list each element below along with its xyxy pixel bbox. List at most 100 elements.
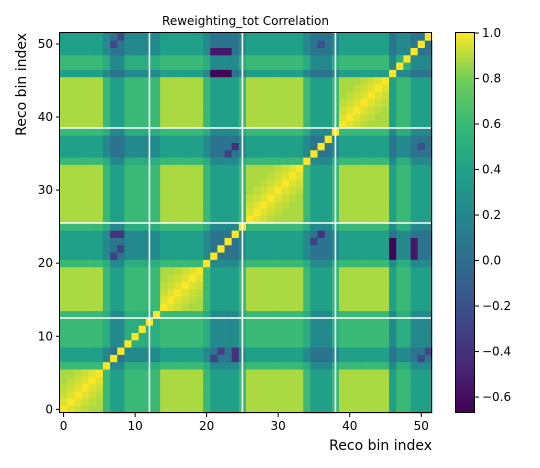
heatmap-cell (153, 347, 161, 355)
heatmap-cell (367, 230, 376, 238)
heatmap-cell (410, 120, 419, 129)
heatmap-cell (274, 142, 283, 151)
heatmap-cell (360, 128, 368, 136)
heatmap-cell (339, 237, 347, 246)
heatmap-cell (210, 135, 218, 143)
heatmap-cell (74, 266, 82, 275)
heatmap-cell (424, 259, 433, 268)
heatmap-cell (160, 281, 168, 290)
heatmap-cell (174, 186, 182, 195)
heatmap-cell (310, 47, 318, 56)
heatmap-cell (160, 318, 168, 326)
heatmap-cell (410, 54, 419, 63)
heatmap-cell (296, 376, 304, 385)
heatmap-cell (296, 179, 304, 187)
heatmap-cell (281, 193, 290, 202)
heatmap-cell (110, 128, 118, 136)
heatmap-cell (60, 84, 68, 92)
heatmap-cell (131, 40, 140, 48)
heatmap-cell (188, 325, 197, 333)
heatmap-cell (403, 274, 411, 282)
heatmap-cell (210, 91, 218, 100)
heatmap-cell (339, 142, 347, 151)
heatmap-cell (288, 69, 297, 78)
heatmap-cell (188, 354, 197, 363)
heatmap-cell (81, 84, 89, 92)
heatmap-cell (88, 244, 97, 253)
heatmap-cell (403, 215, 411, 224)
heatmap-cell (253, 303, 261, 312)
heatmap-cell (267, 91, 275, 100)
heatmap-cell (102, 76, 111, 85)
x-tick-label: 40 (342, 419, 357, 433)
heatmap-cell (131, 318, 140, 326)
heatmap-cell (195, 186, 204, 195)
heatmap-cell (389, 171, 397, 180)
heatmap-cell (360, 361, 368, 370)
heatmap-cell (203, 208, 211, 217)
heatmap-cell (253, 252, 261, 260)
heatmap-cell (367, 106, 376, 114)
heatmap-cell (324, 91, 333, 100)
heatmap-cell (303, 179, 311, 187)
heatmap-cell (167, 113, 175, 122)
heatmap-cell (288, 157, 297, 165)
heatmap-cell (231, 339, 240, 348)
heatmap-cell (195, 33, 204, 41)
heatmap-cell (288, 113, 297, 122)
heatmap-cell (67, 361, 75, 370)
heatmap-cell (346, 303, 354, 312)
heatmap-cell (253, 142, 261, 151)
heatmap-cell (167, 208, 175, 217)
heatmap-cell (153, 149, 161, 158)
heatmap-cell (424, 266, 433, 275)
heatmap-cell (410, 142, 419, 151)
heatmap-cell (346, 128, 354, 136)
heatmap-cell (288, 354, 297, 363)
heatmap-cell (339, 259, 347, 268)
heatmap-cell (274, 120, 283, 129)
heatmap-cell (60, 223, 68, 231)
heatmap-cell (88, 354, 97, 363)
heatmap-cell (88, 325, 97, 333)
heatmap-cell (288, 142, 297, 151)
heatmap-cell (367, 193, 376, 202)
heatmap-cell (60, 54, 68, 63)
heatmap-cell (403, 303, 411, 312)
heatmap-cell (281, 54, 290, 63)
heatmap-cell (303, 259, 311, 268)
heatmap-cell (374, 296, 383, 304)
heatmap-cell (417, 383, 426, 392)
heatmap-cell (60, 391, 68, 399)
heatmap-cell (138, 391, 147, 399)
heatmap-cell (424, 391, 433, 399)
heatmap-cell (324, 135, 333, 143)
heatmap-cell (374, 76, 383, 85)
heatmap-cell (217, 54, 225, 63)
heatmap-cell (160, 405, 168, 414)
heatmap-cell (324, 405, 333, 414)
heatmap-cell (217, 84, 225, 92)
heatmap-cell (260, 157, 268, 165)
heatmap-cell (389, 369, 397, 377)
heatmap-cell (381, 361, 390, 370)
heatmap-cell (267, 281, 275, 290)
heatmap-cell (353, 208, 361, 217)
heatmap-cell (281, 186, 290, 195)
heatmap-cell (110, 193, 118, 202)
heatmap-cell (210, 33, 218, 41)
heatmap-cell (246, 288, 254, 297)
heatmap-cell (110, 391, 118, 399)
heatmap-cell (74, 237, 82, 246)
heatmap-cell (88, 318, 97, 326)
heatmap-cell (160, 296, 168, 304)
heatmap-cell (217, 230, 225, 238)
heatmap-cell (253, 369, 261, 377)
heatmap-cell (353, 325, 361, 333)
heatmap-cell (88, 310, 97, 319)
heatmap-cell (160, 369, 168, 377)
heatmap-cell (110, 40, 118, 48)
heatmap-cell (203, 281, 211, 290)
heatmap-cell (188, 296, 197, 304)
